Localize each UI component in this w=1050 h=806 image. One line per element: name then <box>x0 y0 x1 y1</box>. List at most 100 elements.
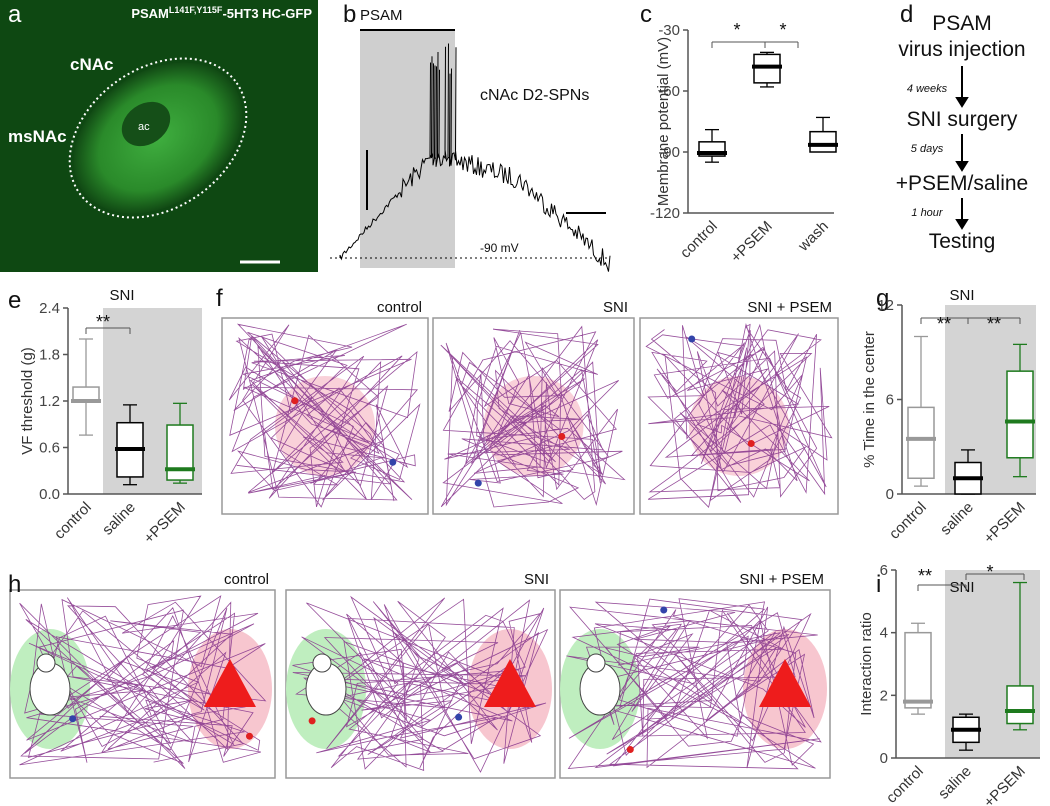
y-tick-label: 2 <box>880 687 888 704</box>
arena-title: SNI + PSEM <box>747 299 832 316</box>
start-dot <box>626 746 634 754</box>
panel-letter: b <box>343 1 356 28</box>
mouse-ear <box>586 653 606 673</box>
start-dot <box>291 397 299 405</box>
cell-label: cNAc D2-SPNs <box>480 87 589 104</box>
box <box>72 386 100 401</box>
significance: * <box>986 562 993 582</box>
y-tick-label: 1.8 <box>39 347 60 364</box>
y-tick-label: 0 <box>886 486 894 503</box>
y-tick-label: 12 <box>877 297 894 314</box>
y-axis-label: % Time in the center <box>861 331 878 468</box>
track <box>440 325 626 508</box>
y-tick-label: 4 <box>880 625 888 642</box>
workflow: PSAM virus injection SNI surgery +PSEM/s… <box>896 12 1028 253</box>
x-tick-label: +PSEM <box>728 218 776 266</box>
title-sup: L141F,Y115F <box>169 5 223 15</box>
y-tick-label: 1.2 <box>39 393 60 410</box>
end-dot <box>660 606 668 614</box>
title-main: PSAM <box>131 6 169 21</box>
y-tick-label: 2.4 <box>39 300 60 317</box>
object-triangle <box>484 659 536 707</box>
track <box>292 595 549 773</box>
ac-region <box>121 101 171 147</box>
step: SNI surgery <box>907 108 1018 131</box>
significance: ** <box>918 566 932 586</box>
step: virus injection <box>898 38 1025 61</box>
shade-label: SNI <box>949 579 974 596</box>
end-dot <box>688 335 696 343</box>
x-tick-label: saline <box>935 763 975 803</box>
y-tick-label: 6 <box>880 562 888 579</box>
arena-title: control <box>377 299 422 316</box>
box <box>809 130 837 153</box>
significance: ** <box>96 312 110 332</box>
arrows <box>955 66 969 230</box>
arena-title: SNI <box>524 571 549 588</box>
x-tick-label: +PSEM <box>981 499 1029 547</box>
box <box>166 424 194 481</box>
track <box>228 323 421 508</box>
box <box>1006 370 1034 459</box>
y-tick-label: -90 <box>658 144 680 161</box>
significance: * <box>733 20 740 40</box>
y-axis-label: VF threshold (g) <box>19 347 36 455</box>
y-tick-label: -120 <box>650 205 680 222</box>
baseline-label: -90 mV <box>480 241 519 255</box>
y-tick-label: 6 <box>886 392 894 409</box>
x-tick-label: control <box>51 499 95 543</box>
track <box>19 595 267 769</box>
outline <box>68 57 248 219</box>
end-dot <box>389 458 397 466</box>
region-label: cNAc <box>70 55 113 74</box>
start-dot <box>308 717 316 725</box>
x-tick-label: control <box>677 218 721 262</box>
region-label: msNAc <box>8 127 67 146</box>
x-tick-label: +PSEM <box>981 763 1029 806</box>
x-tick-label: saline <box>937 499 977 539</box>
track <box>566 598 822 770</box>
end-dot <box>474 479 482 487</box>
significance: ** <box>987 314 1001 334</box>
mouse-ear <box>36 653 56 673</box>
track <box>645 323 833 508</box>
x-tick-label: control <box>886 499 930 543</box>
panel-letter: g <box>876 285 889 312</box>
panel-letter: h <box>8 571 21 598</box>
significance: ** <box>937 314 951 334</box>
y-axis-label: Membrane potential (mV) <box>655 37 672 206</box>
start-dot <box>245 732 253 740</box>
region-label: ac <box>138 121 150 133</box>
interval: 5 days <box>911 143 944 155</box>
y-tick-label: -60 <box>658 83 680 100</box>
end-dot <box>455 713 463 721</box>
y-axis-label: Interaction ratio <box>858 612 875 715</box>
arena-title: SNI <box>603 299 628 316</box>
panel-letter: a <box>8 1 22 28</box>
start-dot <box>747 439 755 447</box>
x-tick-label: wash <box>794 218 831 255</box>
shade-label: SNI <box>949 287 974 304</box>
y-tick-label: 0.0 <box>39 486 60 503</box>
box <box>907 406 935 479</box>
arena-title: control <box>224 571 269 588</box>
interval: 1 hour <box>911 207 944 219</box>
arena-title: SNI + PSEM <box>739 571 824 588</box>
box <box>1006 685 1034 725</box>
x-tick-label: +PSEM <box>141 499 189 547</box>
box <box>753 53 781 84</box>
mouse-ear <box>312 653 332 673</box>
start-dot <box>558 433 566 441</box>
panel-letter: f <box>216 285 223 312</box>
panel-a-title: PSAML141F,Y115F-5HT3 HC-GFP <box>131 5 312 21</box>
voltage-trace <box>339 43 611 272</box>
interval: 4 weeks <box>907 83 948 95</box>
title-rest: -5HT3 HC-GFP <box>222 6 312 21</box>
end-dot <box>69 715 77 723</box>
x-tick-label: control <box>883 763 927 806</box>
x-tick-label: saline <box>99 499 139 539</box>
panel-letter: c <box>640 1 652 28</box>
step: +PSEM/saline <box>896 172 1028 195</box>
significance: * <box>779 20 786 40</box>
